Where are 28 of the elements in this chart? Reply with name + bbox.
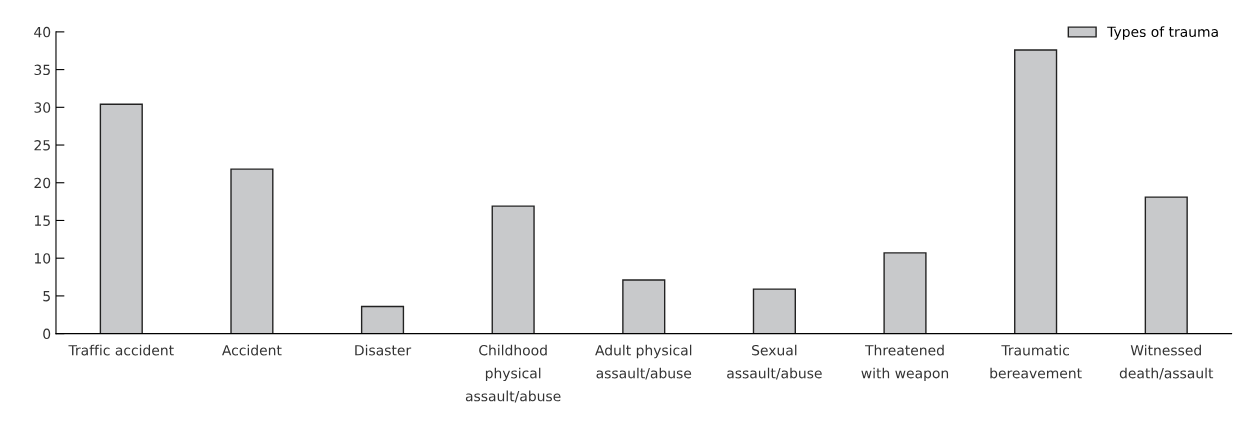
bar [1014, 49, 1058, 334]
x-tick-label: Disaster [355, 344, 412, 356]
y-tick-label: 15 [34, 215, 50, 226]
y-tick-label: 40 [34, 26, 51, 38]
y-tick-label: 10 [34, 253, 51, 264]
y-tick-label: 30 [34, 102, 51, 113]
x-tick-label: Witnessed death/assault [1119, 344, 1214, 380]
x-tick-label: Childhood physical assault/abuse [465, 344, 561, 403]
y-tick-label: 20 [34, 177, 51, 189]
y-tick-label: 5 [43, 291, 50, 302]
legend-label: Types of trauma [1107, 26, 1218, 40]
x-tick-label: Adult physical assault/abuse [595, 344, 692, 380]
bar [360, 305, 405, 334]
bar [883, 252, 927, 334]
x-tick-label: Threatened with weapon [861, 344, 949, 382]
x-tick-label: Traumatic bereavement [990, 344, 1082, 379]
bar [752, 288, 796, 334]
x-tick-label: Traffic accident [68, 344, 174, 356]
bar [622, 279, 666, 334]
x-tick-label: Accident [222, 344, 282, 356]
bar [230, 168, 274, 334]
bar [99, 103, 143, 334]
bar [491, 205, 535, 334]
y-tick-label: 0 [43, 328, 51, 340]
x-tick-label: Sexual assault/abuse [727, 344, 822, 380]
y-tick-label: 25 [34, 140, 50, 151]
y-tick-label: 35 [34, 64, 50, 76]
bar [1144, 196, 1188, 334]
